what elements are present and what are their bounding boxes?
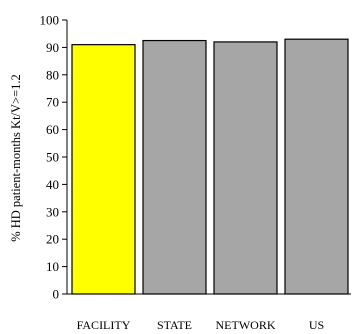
x-category-label: US <box>309 318 324 332</box>
x-category-label: STATE <box>157 318 192 332</box>
y-tick-label: 70 <box>46 95 59 110</box>
y-axis-label: % HD patient-months Kt/V>=1.2 <box>9 74 23 242</box>
y-tick-label: 90 <box>46 40 59 55</box>
y-tick-label: 100 <box>40 13 60 28</box>
y-tick-label: 0 <box>53 287 60 302</box>
y-tick-label: 20 <box>46 232 59 247</box>
bars-group <box>71 38 349 295</box>
y-tick-label: 40 <box>46 177 59 192</box>
x-category-label: NETWORK <box>216 318 276 332</box>
bar-us <box>284 38 349 295</box>
bar-state <box>142 39 207 295</box>
x-category-label: FACILITY <box>77 318 131 332</box>
x-labels-group: FACILITY STATE NETWORK US <box>77 318 325 332</box>
bar-facility <box>71 44 136 295</box>
bar-network <box>213 41 278 295</box>
y-tick-label: 10 <box>46 259 59 274</box>
y-tick-label: 60 <box>46 122 59 137</box>
y-tick-label: 80 <box>46 67 59 82</box>
y-ticks-group: 0 10 20 30 40 50 60 70 80 90 100 <box>40 13 67 302</box>
y-tick-label: 30 <box>46 204 59 219</box>
y-tick-label: 50 <box>46 150 59 165</box>
